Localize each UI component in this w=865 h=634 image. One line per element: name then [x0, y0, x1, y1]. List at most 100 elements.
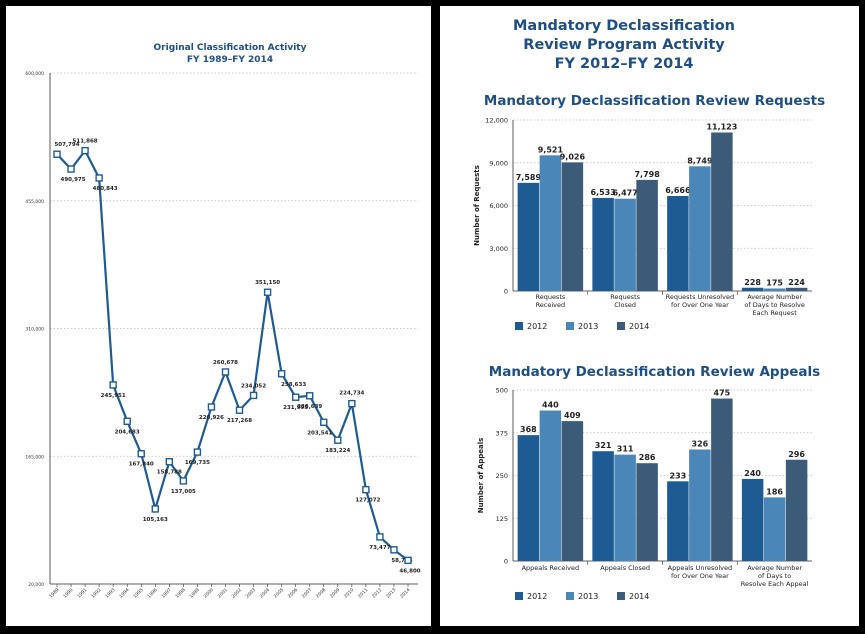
bar-value-label: 326 — [692, 440, 709, 449]
page-heading-line: Mandatory Declassification — [513, 18, 735, 34]
data-label: 224,734 — [339, 391, 364, 397]
legend-swatch — [617, 322, 625, 330]
data-label: 46,800 — [399, 568, 420, 574]
bar-value-label: 6,477 — [612, 189, 637, 198]
bar-value-label: 311 — [617, 445, 634, 454]
line-chart-title: Original Classification Activity — [154, 43, 307, 53]
bar-value-label: 6,666 — [665, 186, 691, 195]
legend-label: 2013 — [578, 592, 598, 601]
bar — [592, 451, 614, 561]
data-point — [362, 485, 370, 494]
x-tick-label: 2005 — [273, 587, 285, 599]
data-point — [221, 368, 230, 376]
data-point — [81, 146, 89, 155]
data-label: 183,224 — [325, 448, 350, 454]
data-label: 204,683 — [115, 429, 140, 435]
y-tick-label: 310,000 — [25, 327, 44, 333]
bar-value-label: 186 — [766, 487, 783, 496]
bar — [667, 481, 689, 561]
bar-value-label: 286 — [639, 453, 656, 462]
y-axis-label: Number of Requests — [473, 165, 481, 246]
data-label: 217,268 — [227, 418, 252, 424]
mdr-activity-panel: Mandatory Declassification Review Program… — [440, 6, 859, 626]
category-label: for Over One Year — [671, 572, 729, 580]
y-tick-label: 500 — [496, 387, 508, 395]
category-label: Each Request — [752, 309, 797, 317]
bar-value-label: 7,589 — [516, 173, 542, 182]
bar-value-label: 409 — [564, 411, 581, 420]
data-point — [207, 403, 216, 411]
data-point — [263, 288, 272, 296]
data-point — [306, 392, 314, 400]
x-tick-label: 2004 — [259, 587, 271, 599]
x-tick-label: 2006 — [287, 587, 299, 599]
bar-value-label: 368 — [520, 425, 537, 434]
x-tick-label: 1997 — [160, 587, 172, 599]
x-tick-label: 2010 — [343, 587, 355, 599]
category-label: of Days to Resolve — [744, 301, 804, 309]
y-tick-label: 12,000 — [485, 117, 508, 125]
category-label: Requests — [535, 293, 565, 301]
data-label: 507,794 — [54, 142, 79, 148]
bar-value-label: 224 — [788, 278, 805, 287]
y-tick-label: 375 — [496, 429, 508, 437]
data-point — [291, 393, 300, 401]
bar-value-label: 440 — [542, 401, 559, 410]
data-point — [249, 391, 258, 400]
x-tick-label: 2002 — [231, 587, 243, 599]
y-tick-label: 9,000 — [489, 159, 508, 167]
x-tick-label: 2011 — [357, 587, 369, 599]
data-label: 73,477 — [369, 545, 390, 551]
bar — [636, 463, 658, 561]
legend-swatch — [515, 322, 523, 330]
category-label: Appeals Closed — [600, 564, 650, 572]
classification-activity-panel: Original Classification Activity FY 1989–… — [6, 6, 431, 626]
legend-label: 2012 — [527, 592, 547, 601]
bar — [763, 288, 786, 291]
y-tick-label: 165,000 — [25, 454, 44, 460]
x-tick-label: 1989 — [48, 587, 60, 599]
category-label: for Over One Year — [671, 301, 729, 309]
bar — [614, 454, 636, 561]
y-tick-label: 125 — [496, 515, 508, 523]
data-point — [53, 150, 61, 158]
category-label: Closed — [614, 301, 636, 309]
y-axis-label: Number of Appeals — [477, 438, 485, 514]
category-label: Appeals Unresolved — [668, 564, 733, 572]
y-tick-label: 20,000 — [28, 582, 44, 588]
y-tick-label: 0 — [504, 288, 508, 296]
legend-swatch — [566, 592, 574, 600]
bar — [561, 421, 584, 561]
x-tick-label: 1995 — [132, 587, 144, 599]
x-tick-label: 1993 — [104, 587, 116, 599]
data-label: 490,975 — [61, 177, 86, 183]
legend-swatch — [566, 322, 574, 330]
page-heading-line: FY 2012–FY 2014 — [555, 56, 694, 72]
data-label: 58,794 — [391, 558, 412, 564]
data-label: 233,639 — [297, 404, 322, 410]
bar — [561, 162, 584, 291]
data-point — [67, 165, 75, 173]
classification-line-chart: Original Classification Activity FY 1989–… — [25, 43, 420, 600]
bar-value-label: 11,123 — [706, 122, 737, 131]
x-tick-label: 1998 — [174, 587, 186, 599]
data-point — [390, 546, 398, 554]
bar — [636, 179, 658, 291]
data-label: 245,951 — [101, 393, 126, 399]
data-label: 127,072 — [355, 498, 380, 504]
bar-chart-title: Mandatory Declassification Review Appeal… — [489, 364, 820, 380]
series-line — [56, 148, 409, 562]
data-point — [376, 533, 384, 541]
mdr-bar-charts: Mandatory Declassification Review Program… — [473, 18, 825, 601]
data-label: 511,868 — [73, 139, 98, 145]
category-label: Received — [536, 301, 566, 309]
data-point — [179, 477, 188, 485]
y-tick-label: 600,000 — [25, 71, 44, 77]
bar-value-label: 240 — [744, 469, 761, 478]
data-label: 231,995 — [283, 405, 308, 411]
data-point — [95, 174, 103, 182]
bar-value-label: 296 — [788, 450, 805, 459]
x-tick-label: 1991 — [76, 587, 88, 599]
x-tick-label: 1992 — [90, 587, 102, 599]
data-point — [151, 505, 159, 513]
